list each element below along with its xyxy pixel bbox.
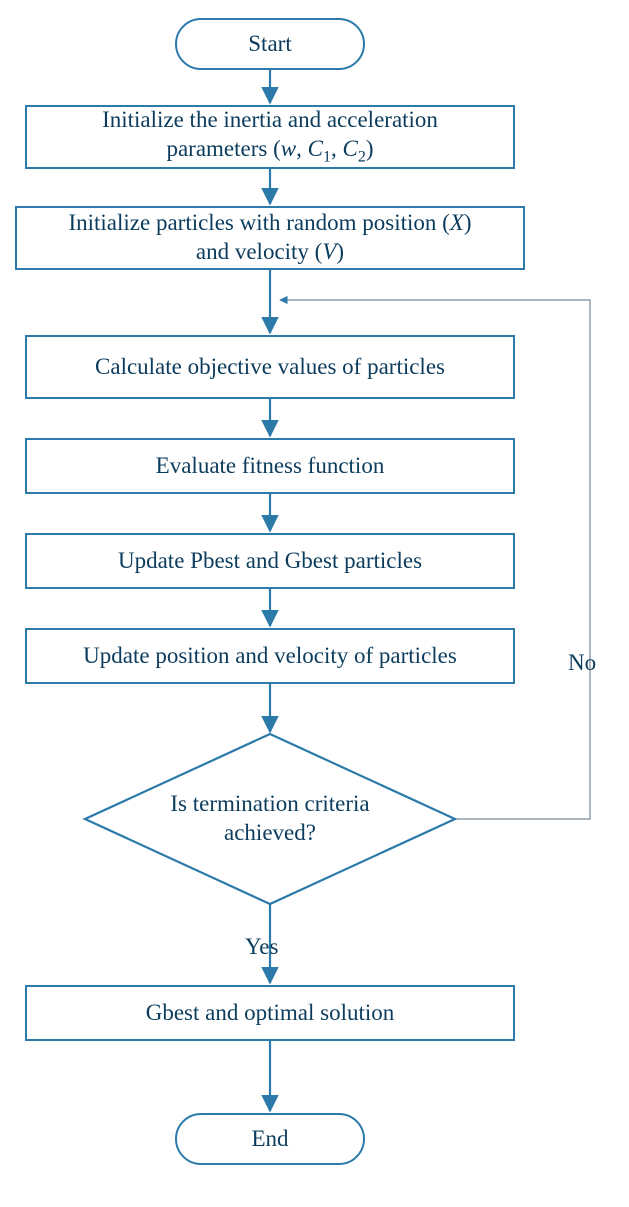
edge-label-no: No xyxy=(568,650,596,676)
init-params-label: Initialize the inertia and accelerationp… xyxy=(92,102,448,171)
start-label: Start xyxy=(238,26,301,63)
update-posvel-node: Update position and velocity of particle… xyxy=(25,628,515,684)
gbest-solution-label: Gbest and optimal solution xyxy=(136,995,405,1032)
end-label: End xyxy=(241,1121,298,1158)
init-particles-node: Initialize particles with random positio… xyxy=(15,206,525,270)
start-node: Start xyxy=(175,18,365,70)
decision-label: Is termination criteriaachieved? xyxy=(160,786,379,852)
calc-objective-label: Calculate objective values of particles xyxy=(85,349,455,386)
end-node: End xyxy=(175,1113,365,1165)
update-best-label: Update Pbest and Gbest particles xyxy=(108,543,432,580)
gbest-solution-node: Gbest and optimal solution xyxy=(25,985,515,1041)
calc-objective-node: Calculate objective values of particles xyxy=(25,335,515,399)
update-posvel-label: Update position and velocity of particle… xyxy=(73,638,467,675)
edge-label-yes: Yes xyxy=(245,934,278,960)
flowchart-canvas: Start Initialize the inertia and acceler… xyxy=(0,0,629,1207)
init-particles-label: Initialize particles with random positio… xyxy=(58,205,481,271)
eval-fitness-node: Evaluate fitness function xyxy=(25,438,515,494)
init-params-node: Initialize the inertia and accelerationp… xyxy=(25,105,515,169)
eval-fitness-label: Evaluate fitness function xyxy=(146,448,395,485)
decision-text: Is termination criteriaachieved? xyxy=(85,780,455,858)
update-best-node: Update Pbest and Gbest particles xyxy=(25,533,515,589)
